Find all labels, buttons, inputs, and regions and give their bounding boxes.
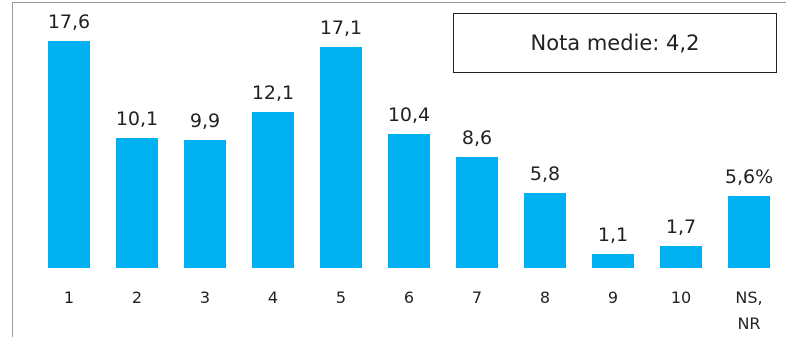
annotation: Nota medie: 4,2 <box>453 13 777 73</box>
x-tick-label: 7 <box>471 288 483 307</box>
x-tick-label: 8 <box>539 288 551 307</box>
data-label: 8,6 <box>461 127 493 150</box>
data-label: 9,9 <box>189 110 221 133</box>
data-label: 1,7 <box>665 216 697 239</box>
x-tick-label: 4 <box>267 288 279 307</box>
x-tick-label: 6 <box>403 288 415 307</box>
x-tick-label: 10 <box>670 288 692 307</box>
x-tick-label: 1 <box>63 288 75 307</box>
bar <box>728 195 770 268</box>
x-tick-label: 3 <box>199 288 211 307</box>
bar <box>524 193 566 268</box>
x-tick-label: NS, NR <box>735 288 763 333</box>
data-label: 1,1 <box>597 223 629 246</box>
data-label: 5,6% <box>724 165 774 188</box>
x-tick-label: 5 <box>335 288 347 307</box>
bar <box>592 253 634 268</box>
data-label: 17,6 <box>47 11 91 33</box>
x-tick-label: 2 <box>131 288 143 307</box>
x-tick-label: 9 <box>607 288 619 307</box>
bar <box>48 41 90 268</box>
data-label: 12,1 <box>251 81 295 104</box>
chart: Nota medie: 4,2 1 17,6 2 10,1 3 9,9 4 12,1 5 17,1… <box>12 2 786 337</box>
data-label: 10,4 <box>387 103 431 126</box>
bar <box>388 133 430 268</box>
data-label: 10,1 <box>115 107 159 130</box>
bar <box>456 157 498 268</box>
bar <box>252 111 294 268</box>
bar <box>660 246 702 268</box>
bar <box>320 47 362 268</box>
data-label: 5,8 <box>529 163 561 186</box>
bar <box>184 140 226 268</box>
bar <box>116 137 158 268</box>
data-label: 17,1 <box>319 17 363 40</box>
